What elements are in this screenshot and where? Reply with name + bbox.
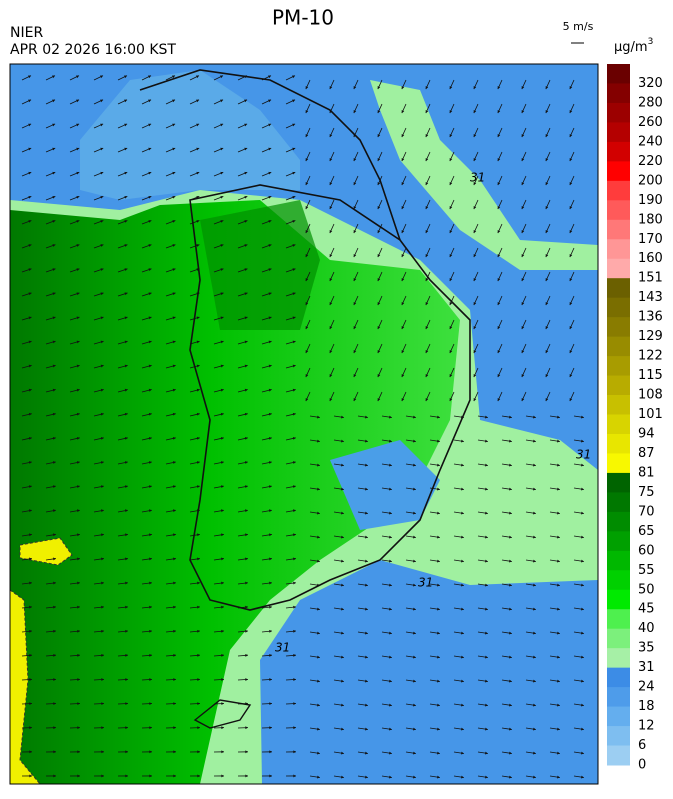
colorbar-label: 122 xyxy=(638,349,663,364)
colorbar-cell xyxy=(607,551,630,571)
colorbar-label: 45 xyxy=(638,602,655,617)
colorbar-cell xyxy=(607,122,630,142)
colorbar-label: 108 xyxy=(638,388,663,403)
colorbar-cell xyxy=(607,83,630,103)
timestamp: APR 02 2026 16:00 KST xyxy=(10,42,176,58)
colorbar-label: 190 xyxy=(638,193,663,208)
colorbar-cell xyxy=(607,492,630,512)
colorbar-label: 40 xyxy=(638,621,655,636)
colorbar-label: 6 xyxy=(638,738,646,753)
wind-scale-label: 5 m/s xyxy=(563,20,594,33)
colorbar-cell xyxy=(607,648,630,668)
contour-label: 31 xyxy=(470,171,485,185)
dark-green-area xyxy=(200,200,320,330)
colorbar-label: 12 xyxy=(638,719,655,734)
colorbar-cell xyxy=(607,161,630,181)
colorbar-label: 143 xyxy=(638,290,663,305)
map xyxy=(10,64,598,784)
contour-label: 31 xyxy=(275,641,290,655)
colorbar-cell xyxy=(607,239,630,259)
colorbar-cell xyxy=(607,259,630,279)
colorbar-label: 31 xyxy=(638,660,655,675)
colorbar-cell xyxy=(607,453,630,473)
agency: NIER xyxy=(10,25,43,41)
contour-label: 31 xyxy=(418,576,433,590)
colorbar-label: 24 xyxy=(638,680,655,695)
colorbar-cell xyxy=(607,668,630,688)
colorbar-label: 280 xyxy=(638,95,663,110)
colorbar-cell xyxy=(607,376,630,396)
colorbar-cell xyxy=(607,609,630,629)
colorbar-cell xyxy=(607,726,630,746)
colorbar-label: 200 xyxy=(638,173,663,188)
colorbar-label: 70 xyxy=(638,504,655,519)
colorbar-label: 115 xyxy=(638,368,663,383)
colorbar-cell xyxy=(607,356,630,376)
colorbar-cell xyxy=(607,298,630,318)
colorbar-label: 129 xyxy=(638,329,663,344)
colorbar-label: 320 xyxy=(638,76,663,91)
colorbar-cell xyxy=(607,531,630,551)
colorbar-label: 151 xyxy=(638,271,663,286)
colorbar: 3202802602402202001901801701601511431361… xyxy=(607,64,663,773)
colorbar-cell xyxy=(607,746,630,766)
colorbar-cell xyxy=(607,473,630,493)
colorbar-label: 60 xyxy=(638,543,655,558)
colorbar-cell xyxy=(607,278,630,298)
colorbar-label: 81 xyxy=(638,465,655,480)
colorbar-cell xyxy=(607,220,630,240)
colorbar-cell xyxy=(607,570,630,590)
colorbar-label: 136 xyxy=(638,310,663,325)
colorbar-cell xyxy=(607,629,630,649)
colorbar-label: 220 xyxy=(638,154,663,169)
colorbar-cell xyxy=(607,687,630,707)
colorbar-cell xyxy=(607,590,630,610)
colorbar-cell xyxy=(607,434,630,454)
colorbar-cell xyxy=(607,64,630,84)
colorbar-cell xyxy=(607,337,630,357)
colorbar-cell xyxy=(607,142,630,162)
colorbar-cell xyxy=(607,200,630,220)
colorbar-cell xyxy=(607,707,630,727)
colorbar-cell xyxy=(607,512,630,532)
colorbar-cell xyxy=(607,415,630,435)
contour-label: 31 xyxy=(576,448,591,462)
colorbar-label: 75 xyxy=(638,485,655,500)
colorbar-label: 101 xyxy=(638,407,663,422)
title: PM-10 xyxy=(272,6,334,30)
colorbar-cell xyxy=(607,181,630,201)
colorbar-label: 65 xyxy=(638,524,655,539)
colorbar-label: 170 xyxy=(638,232,663,247)
unit-base: μg/m xyxy=(614,40,648,55)
colorbar-label: 87 xyxy=(638,446,655,461)
colorbar-cell xyxy=(607,317,630,337)
colorbar-cell xyxy=(607,395,630,415)
colorbar-cell xyxy=(607,103,630,123)
colorbar-label: 0 xyxy=(638,758,646,773)
colorbar-label: 55 xyxy=(638,563,655,578)
colorbar-label: 240 xyxy=(638,134,663,149)
unit-exponent: 3 xyxy=(648,37,654,47)
unit: μg/m3 xyxy=(614,37,653,55)
colorbar-label: 160 xyxy=(638,251,663,266)
colorbar-label: 94 xyxy=(638,426,655,441)
colorbar-label: 50 xyxy=(638,582,655,597)
colorbar-label: 260 xyxy=(638,115,663,130)
colorbar-label: 18 xyxy=(638,699,655,714)
colorbar-label: 35 xyxy=(638,641,655,656)
colorbar-label: 180 xyxy=(638,212,663,227)
